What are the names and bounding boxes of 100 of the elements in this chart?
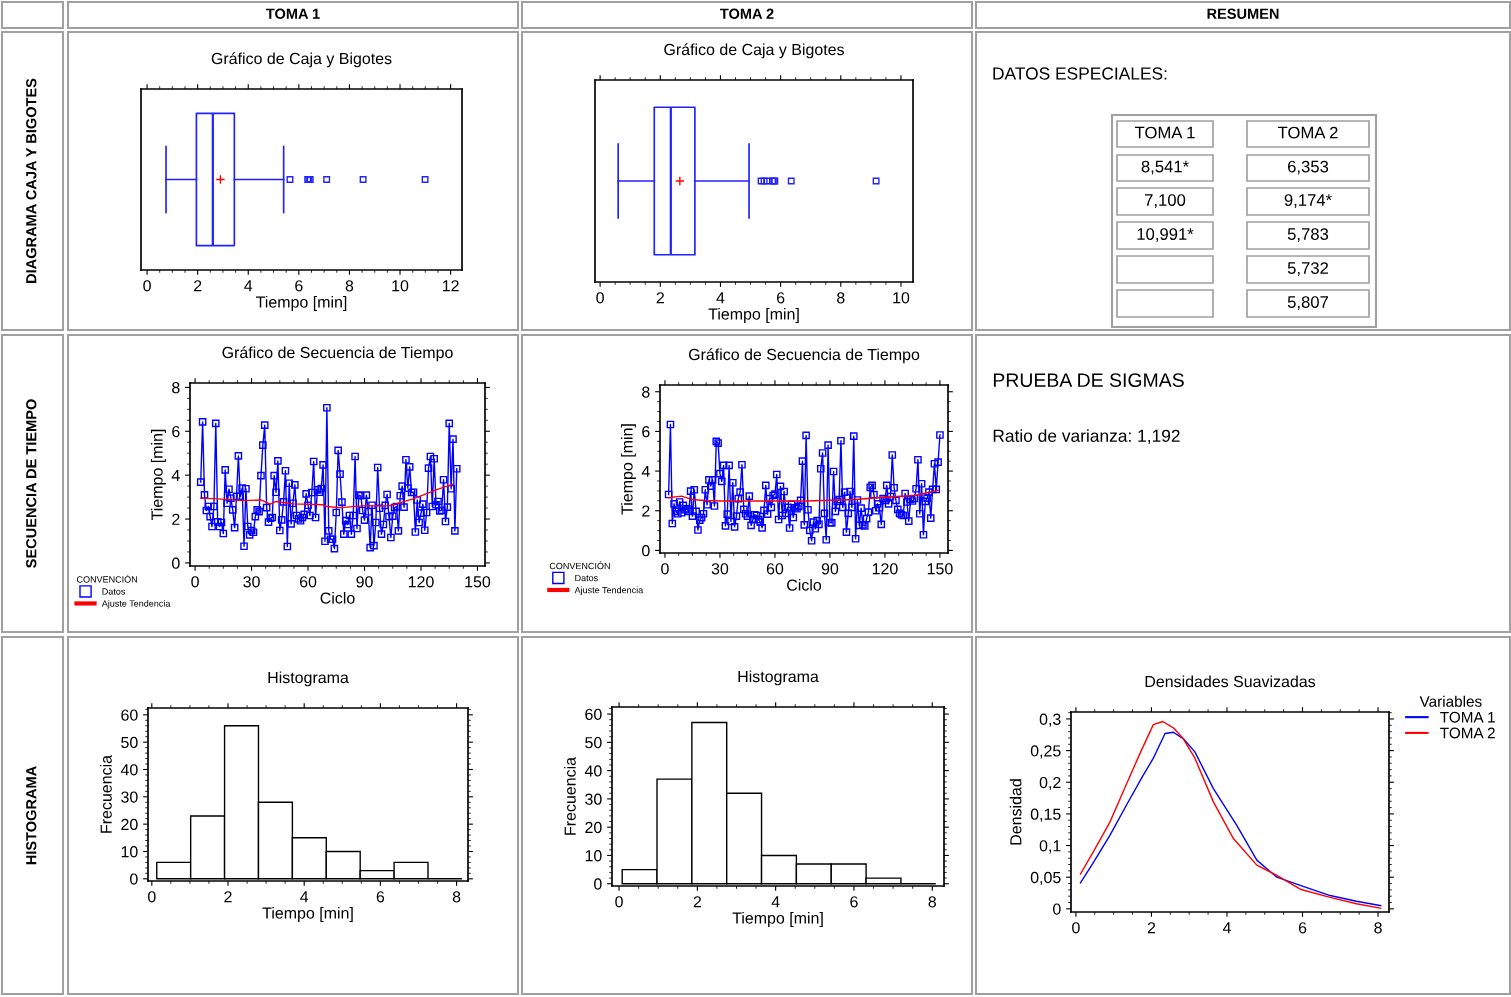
- y-tick-label: 0,1: [1039, 840, 1061, 854]
- y-tick-label: 20: [585, 821, 602, 834]
- y-tick-label: 0,25: [1030, 745, 1061, 759]
- x-tick-label: 150: [927, 563, 953, 575]
- y-tick-label: 30: [585, 793, 602, 805]
- x-tick-label: 10: [893, 292, 910, 304]
- y-tick-label: 0,05: [1030, 871, 1061, 886]
- x-tick-label: 8: [837, 292, 845, 304]
- text: 10,991*: [1137, 228, 1194, 242]
- legend-label: TOMA 2: [1440, 727, 1495, 739]
- x-tick-label: 4: [1222, 922, 1231, 934]
- chart-title: Gráfico de Secuencia de Tiempo: [688, 348, 920, 364]
- category-label: DIAGRAMA CAJA Y BIGOTES: [26, 78, 37, 283]
- x-tick-label: 4: [771, 896, 780, 908]
- legend-title: Variables: [1419, 695, 1482, 707]
- y-tick-label: 2: [642, 505, 650, 517]
- text: 5,783: [1287, 228, 1329, 242]
- x-tick-label: 2: [1147, 922, 1156, 934]
- x-tick-label: 6: [295, 280, 303, 292]
- y-tick-label: 6: [172, 425, 180, 438]
- y-tick-label: 50: [121, 736, 138, 749]
- y-axis-title: Densidad: [1009, 779, 1022, 845]
- legend-label: Datos: [575, 574, 598, 582]
- y-tick-label: 40: [120, 764, 138, 776]
- y-tick-label: 0,3: [1039, 713, 1061, 727]
- chart-title: Gráfico de Caja y Bigotes: [664, 43, 844, 59]
- legend-label: Datos: [102, 588, 126, 595]
- legend-title: CONVENCIÓN: [76, 574, 137, 583]
- x-axis-title: Ciclo: [787, 579, 822, 591]
- x-tick-label: 0: [661, 563, 669, 575]
- text: Ratio de varianza: 1,192: [993, 429, 1180, 444]
- category-label: SECUENCIA DE TIEMPO: [26, 399, 37, 568]
- legend-title: CONVENCIÓN: [549, 561, 610, 570]
- y-tick-label: 4: [641, 465, 650, 477]
- y-axis-title: Frecuencia: [100, 754, 112, 833]
- x-tick-label: 30: [711, 563, 729, 575]
- legend-label: TOMA 1: [1440, 711, 1495, 723]
- x-tick-label: 4: [244, 280, 253, 292]
- y-tick-label: 30: [121, 791, 138, 803]
- x-tick-label: 10: [392, 280, 409, 292]
- x-tick-label: 30: [243, 576, 260, 588]
- x-tick-label: 90: [821, 563, 839, 575]
- x-tick-label: 2: [693, 896, 701, 908]
- x-axis-title: Tiempo [min]: [262, 907, 353, 922]
- x-tick-label: 2: [194, 280, 202, 292]
- category-label: HISTOGRAMA: [26, 766, 37, 865]
- x-tick-label: 6: [376, 891, 385, 903]
- y-tick-label: 2: [172, 513, 180, 525]
- y-axis-title: Tiempo [min]: [620, 424, 636, 515]
- x-tick-label: 0: [191, 576, 199, 588]
- x-tick-label: 8: [928, 896, 936, 908]
- x-tick-label: 4: [300, 891, 309, 903]
- x-tick-label: 6: [1298, 922, 1307, 934]
- x-tick-label: 12: [442, 280, 459, 292]
- y-tick-label: 60: [585, 708, 602, 721]
- x-tick-label: 8: [1374, 922, 1382, 934]
- y-tick-label: 6: [642, 426, 650, 438]
- y-tick-label: 0: [594, 878, 602, 890]
- text: 6,353: [1287, 160, 1329, 175]
- x-tick-label: 0: [615, 896, 623, 908]
- x-tick-label: 90: [356, 576, 373, 588]
- y-tick-label: 10: [585, 850, 602, 862]
- y-tick-label: 4: [171, 469, 180, 481]
- chart-title: Gráfico de Caja y Bigotes: [211, 52, 392, 68]
- y-tick-label: 60: [121, 709, 138, 721]
- y-tick-label: 20: [121, 818, 138, 831]
- y-tick-label: 8: [172, 382, 180, 394]
- x-tick-label: 150: [465, 576, 491, 588]
- text: 5,807: [1287, 296, 1329, 310]
- chart-title: Histograma: [268, 671, 349, 687]
- text: 8,541*: [1141, 160, 1189, 175]
- x-tick-label: 0: [1072, 922, 1080, 934]
- x-tick-label: 0: [147, 891, 156, 903]
- x-axis-title: Tiempo [min]: [256, 296, 347, 311]
- x-axis-title: Tiempo [min]: [708, 308, 799, 323]
- category-label: TOMA 2: [720, 8, 774, 19]
- legend-label: Ajuste Tendencia: [574, 586, 644, 596]
- x-tick-label: 6: [777, 292, 785, 304]
- y-axis-title: Tiempo [min]: [150, 429, 166, 520]
- text: DATOS ESPECIALES:: [993, 67, 1167, 80]
- x-axis-title: Ciclo: [320, 592, 355, 604]
- x-tick-label: 8: [452, 891, 461, 903]
- y-tick-label: 0: [130, 873, 138, 885]
- category-label: RESUMEN: [1207, 8, 1279, 19]
- x-tick-label: 60: [299, 576, 317, 588]
- x-tick-label: 60: [766, 563, 784, 575]
- y-axis-title: Frecuencia: [564, 756, 576, 835]
- chart-title: Gráfico de Secuencia de Tiempo: [222, 346, 453, 362]
- x-tick-label: 120: [408, 576, 434, 588]
- x-tick-label: 6: [850, 896, 858, 908]
- category-label: TOMA 1: [266, 8, 320, 19]
- category-label: TOMA 1: [1134, 126, 1195, 139]
- y-tick-label: 0,15: [1030, 808, 1061, 822]
- text: 7,100: [1145, 194, 1186, 208]
- x-tick-label: 0: [143, 280, 151, 292]
- y-tick-label: 50: [585, 736, 602, 749]
- y-tick-label: 0,2: [1039, 776, 1061, 791]
- chart-title: Histograma: [738, 670, 819, 686]
- x-tick-label: 4: [716, 292, 725, 304]
- x-axis-title: Tiempo [min]: [732, 912, 823, 927]
